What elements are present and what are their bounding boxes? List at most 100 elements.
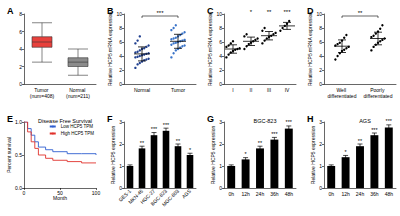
svg-text:G: G: [207, 114, 214, 124]
svg-text:6: 6: [219, 39, 222, 45]
svg-text:Normal: Normal: [134, 87, 150, 93]
svg-text:**: **: [176, 138, 181, 144]
svg-text:AGS: AGS: [359, 118, 371, 124]
svg-text:2: 2: [119, 67, 122, 73]
svg-text:A: A: [7, 6, 14, 16]
svg-text:C: C: [207, 6, 214, 16]
svg-text:0h: 0h: [228, 191, 234, 197]
svg-text:0h: 0h: [328, 191, 334, 197]
svg-text:0.5: 0.5: [15, 152, 22, 158]
svg-text:0: 0: [219, 81, 222, 87]
svg-text:24h: 24h: [356, 191, 365, 197]
svg-text:8: 8: [319, 25, 322, 31]
svg-text:36h: 36h: [370, 191, 379, 197]
svg-text:**: **: [140, 140, 145, 146]
svg-text:MGC-803: MGC-803: [161, 188, 181, 208]
svg-text:***: ***: [151, 126, 158, 132]
svg-text:Month: Month: [53, 195, 67, 201]
svg-text:***: ***: [371, 127, 378, 133]
svg-text:12h: 12h: [341, 191, 350, 197]
svg-text:8: 8: [219, 25, 222, 31]
svg-text:0: 0: [23, 190, 26, 196]
svg-text:4: 4: [119, 53, 122, 59]
svg-text:Relative HCP5 mRNA expression: Relative HCP5 mRNA expression: [207, 12, 213, 86]
svg-text:0: 0: [119, 185, 122, 191]
svg-text:I: I: [232, 87, 233, 93]
svg-text:0: 0: [319, 185, 322, 191]
svg-text:***: ***: [156, 10, 164, 16]
svg-text:10: 10: [116, 11, 122, 17]
svg-text:2: 2: [19, 64, 22, 70]
svg-text:Relative HCP5 mRNA expression: Relative HCP5 mRNA expression: [107, 12, 113, 86]
svg-text:***: ***: [163, 122, 170, 128]
svg-text:24h: 24h: [256, 191, 265, 197]
svg-text:*: *: [250, 9, 253, 15]
svg-text:Low HCP5 TPM: Low HCP5 TPM: [61, 124, 93, 129]
svg-text:6: 6: [119, 39, 122, 45]
svg-text:8: 8: [119, 25, 122, 31]
svg-text:0: 0: [19, 81, 22, 87]
svg-text:1: 1: [319, 163, 322, 169]
svg-text:***: ***: [271, 131, 278, 137]
svg-text:6: 6: [19, 29, 22, 35]
svg-text:4: 4: [219, 53, 222, 59]
svg-text:100: 100: [92, 190, 101, 196]
svg-text:4: 4: [319, 53, 322, 59]
svg-text:6: 6: [319, 39, 322, 45]
svg-text:*: *: [245, 151, 248, 157]
svg-text:2: 2: [319, 67, 322, 73]
svg-text:Relative HCP5 expression: Relative HCP5 expression: [310, 126, 316, 185]
svg-text:12h: 12h: [241, 191, 250, 197]
svg-text:Disease Free Survival: Disease Free Survival: [38, 118, 92, 124]
svg-text:**: **: [358, 138, 363, 144]
svg-text:0.0: 0.0: [15, 185, 22, 191]
svg-text:(num=211): (num=211): [66, 93, 90, 99]
svg-text:10: 10: [316, 11, 322, 17]
svg-text:**: **: [267, 9, 272, 15]
svg-text:1.0: 1.0: [15, 119, 22, 125]
svg-text:1: 1: [219, 163, 222, 169]
svg-text:0: 0: [319, 81, 322, 87]
svg-text:**: **: [258, 140, 263, 146]
svg-text:AGS: AGS: [180, 187, 192, 199]
svg-text:4: 4: [19, 46, 22, 52]
svg-text:48h: 48h: [285, 191, 294, 197]
svg-text:D: D: [307, 6, 314, 16]
svg-text:10: 10: [216, 11, 222, 17]
svg-text:Relative HCP5 expression: Relative HCP5 expression: [210, 126, 216, 185]
svg-text:Relative HCP5 expression: Relative HCP5 expression: [110, 126, 116, 185]
svg-text:IV: IV: [285, 87, 290, 93]
svg-text:3: 3: [219, 119, 222, 125]
svg-text:3: 3: [319, 119, 322, 125]
svg-text:2: 2: [219, 141, 222, 147]
svg-text:48h: 48h: [385, 191, 394, 197]
svg-text:High HCP5 TPM: High HCP5 TPM: [61, 131, 94, 136]
svg-text:E: E: [7, 114, 13, 124]
svg-text:8: 8: [19, 11, 22, 17]
svg-text:***: ***: [283, 9, 291, 15]
svg-text:B: B: [107, 6, 114, 16]
svg-text:F: F: [107, 114, 113, 124]
svg-text:50: 50: [57, 190, 63, 196]
svg-text:1: 1: [119, 163, 122, 169]
svg-text:*: *: [345, 149, 348, 155]
svg-text:Percent survival: Percent survival: [6, 137, 12, 173]
svg-text:*: *: [189, 147, 192, 153]
svg-text:**: **: [358, 10, 363, 16]
svg-text:36h: 36h: [270, 191, 279, 197]
svg-text:0: 0: [119, 81, 122, 87]
svg-text:III: III: [267, 87, 271, 93]
svg-text:Relative HCP5 mRNA expression: Relative HCP5 mRNA expression: [307, 12, 313, 86]
svg-text:2: 2: [319, 141, 322, 147]
svg-text:***: ***: [386, 118, 393, 124]
svg-text:H: H: [307, 114, 314, 124]
svg-text:2: 2: [119, 141, 122, 147]
svg-text:2: 2: [219, 67, 222, 73]
svg-text:differentiated: differentiated: [328, 93, 357, 99]
svg-text:***: ***: [286, 119, 293, 125]
svg-text:differentiated: differentiated: [364, 93, 393, 99]
svg-text:(num=408): (num=408): [30, 93, 55, 99]
svg-text:3: 3: [119, 119, 122, 125]
svg-text:Tumor: Tumor: [171, 87, 186, 93]
svg-text:II: II: [250, 87, 253, 93]
